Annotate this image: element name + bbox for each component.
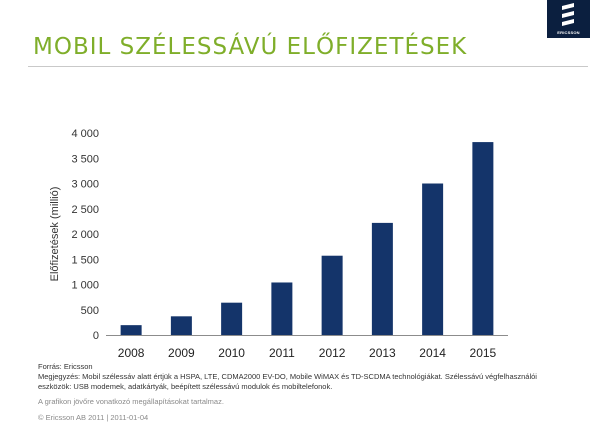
title-divider xyxy=(28,66,588,67)
y-tick-label: 3 000 xyxy=(71,179,99,191)
bar-2011 xyxy=(271,282,293,335)
y-tick-label: 4 000 xyxy=(71,128,99,140)
y-tick-label: 0 xyxy=(93,330,99,342)
disclaimer-note: A grafikon jövőre vonatkozó megállapítás… xyxy=(38,397,224,406)
y-tick-label: 1 500 xyxy=(71,254,99,266)
source-note: Forrás: Ericsson xyxy=(38,362,93,371)
bar-2015 xyxy=(472,142,494,335)
bar-2012 xyxy=(321,255,343,335)
x-tick-label: 2011 xyxy=(269,346,295,360)
y-tick-label: 3 500 xyxy=(71,153,99,165)
definition-note-line-1: Megjegyzés: Mobil szélessáv alatt értjük… xyxy=(38,372,537,381)
bar-2010 xyxy=(221,302,243,335)
y-tick-label: 500 xyxy=(81,305,99,317)
bar-2014 xyxy=(422,183,444,335)
definition-note-line-2: eszközök: USB modemek, adatkártyák, beép… xyxy=(38,382,333,391)
ericsson-logo-icon xyxy=(562,3,574,26)
y-axis-label: Előfizetések (millió) xyxy=(49,187,61,282)
bar-2009 xyxy=(170,316,192,335)
copyright-note: © Ericsson AB 2011 | 2011-01-04 xyxy=(38,413,149,422)
x-tick-label: 2009 xyxy=(168,346,195,360)
x-tick-label: 2013 xyxy=(369,346,396,360)
ericsson-logo: ERICSSON xyxy=(547,0,590,38)
y-tick-label: 1 000 xyxy=(71,280,99,292)
x-tick-label: 2014 xyxy=(419,346,446,360)
bar-2013 xyxy=(371,222,393,335)
bar-2008 xyxy=(120,325,142,335)
y-tick-label: 2 500 xyxy=(71,204,99,216)
x-tick-label: 2015 xyxy=(470,346,497,360)
x-tick-label: 2008 xyxy=(118,346,145,360)
x-tick-label: 2012 xyxy=(319,346,346,360)
x-tick-label: 2010 xyxy=(218,346,245,360)
logo-word: ERICSSON xyxy=(557,30,580,35)
y-tick-label: 2 000 xyxy=(71,229,99,241)
page-title: MOBIL SZÉLESSÁVÚ ELŐFIZETÉSEK xyxy=(33,34,468,60)
